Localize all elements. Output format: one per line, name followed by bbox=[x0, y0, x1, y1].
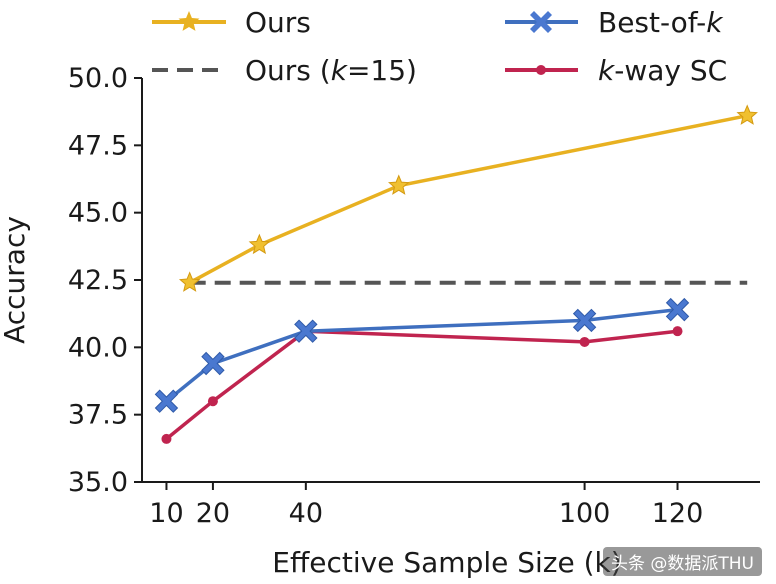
axes bbox=[141, 78, 760, 483]
legend-dot-marker-icon bbox=[536, 65, 546, 75]
x-tick-label: 100 bbox=[559, 498, 611, 529]
y-tick-label: 40.0 bbox=[68, 332, 128, 363]
data-point-best-of-k bbox=[154, 389, 179, 413]
legend-label-ours-k15: Ours (k=15) bbox=[245, 54, 417, 87]
legend-x-marker-icon bbox=[530, 11, 552, 33]
legend-label-best-of-k: Best-of-k bbox=[598, 6, 724, 39]
x-ticks: 10 20 40 100 120 bbox=[149, 482, 703, 529]
data-point-best-of-k bbox=[572, 308, 597, 333]
series-line-k-way-sc bbox=[165, 329, 678, 441]
x-tick-label: 40 bbox=[289, 498, 323, 529]
legend-label-ours: Ours bbox=[245, 6, 311, 39]
watermark: 头条 @数据派THU bbox=[602, 547, 762, 576]
y-tick-label: 50.0 bbox=[68, 63, 128, 94]
x-tick-label: 20 bbox=[196, 498, 230, 529]
x-tick-label: 10 bbox=[149, 498, 183, 529]
series-line-best-of-k bbox=[165, 307, 678, 403]
data-point-k-way-sc bbox=[207, 396, 218, 407]
y-tick-label: 37.5 bbox=[68, 400, 128, 431]
x-axis-title: Effective Sample Size (k) bbox=[272, 546, 621, 579]
data-point-ours bbox=[388, 174, 410, 195]
data-point-best-of-k bbox=[294, 319, 318, 343]
legend-star-icon bbox=[178, 11, 200, 31]
data-point-k-way-sc bbox=[161, 433, 172, 444]
y-tick-label: 42.5 bbox=[68, 265, 128, 296]
data-point-best-of-k bbox=[665, 297, 690, 322]
y-tick-label: 47.5 bbox=[68, 130, 128, 161]
data-point-ours bbox=[248, 233, 271, 255]
legend-label-k-way-sc: k-way SC bbox=[598, 54, 727, 87]
y-ticks: 35.0 37.5 40.0 42.5 45.0 47.5 50.0 bbox=[68, 63, 142, 498]
data-point-ours bbox=[736, 104, 758, 125]
series-line-ours bbox=[188, 113, 748, 285]
data-point-best-of-k bbox=[201, 351, 225, 376]
y-tick-label: 45.0 bbox=[68, 198, 128, 229]
data-point-ours bbox=[178, 271, 201, 292]
y-axis-title: Accuracy bbox=[0, 216, 31, 344]
data-point-k-way-sc bbox=[672, 326, 683, 337]
legend: Ours Ours (k=15) Best-of-k k-way SC bbox=[152, 6, 727, 87]
x-tick-label: 120 bbox=[652, 498, 704, 529]
data-point-k-way-sc bbox=[579, 336, 590, 347]
series-layer bbox=[154, 104, 758, 444]
y-tick-label: 35.0 bbox=[68, 467, 128, 498]
